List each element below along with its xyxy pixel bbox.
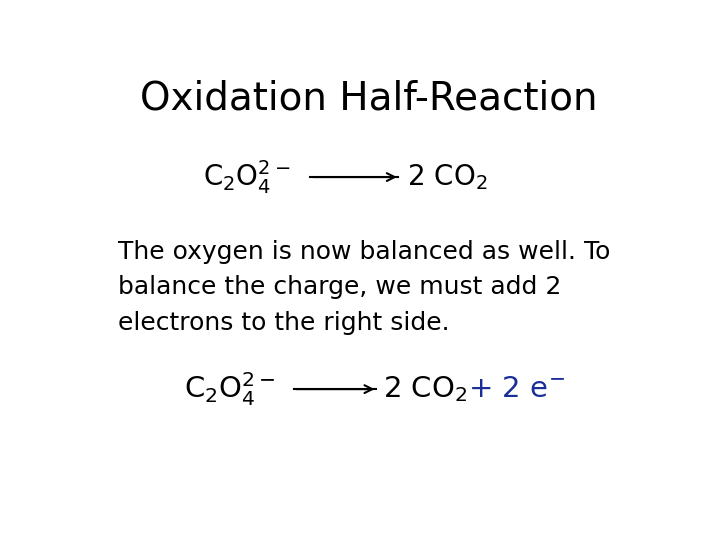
Text: Oxidation Half-Reaction: Oxidation Half-Reaction [140,79,598,117]
Text: $\mathsf{2\ CO_2}$: $\mathsf{2\ CO_2}$ [407,162,487,192]
Text: The oxygen is now balanced as well. To: The oxygen is now balanced as well. To [118,240,611,264]
Text: $\mathsf{+\ 2\ e^{-}}$: $\mathsf{+\ 2\ e^{-}}$ [469,375,565,403]
Text: $\mathsf{C_2O_4^{2-}}$: $\mathsf{C_2O_4^{2-}}$ [202,158,290,196]
Text: balance the charge, we must add 2: balance the charge, we must add 2 [118,275,562,299]
Text: $\mathsf{C_2O_4^{2-}}$: $\mathsf{C_2O_4^{2-}}$ [184,370,275,408]
Text: $\mathsf{2\ CO_2}$: $\mathsf{2\ CO_2}$ [382,374,467,404]
Text: electrons to the right side.: electrons to the right side. [118,310,449,335]
